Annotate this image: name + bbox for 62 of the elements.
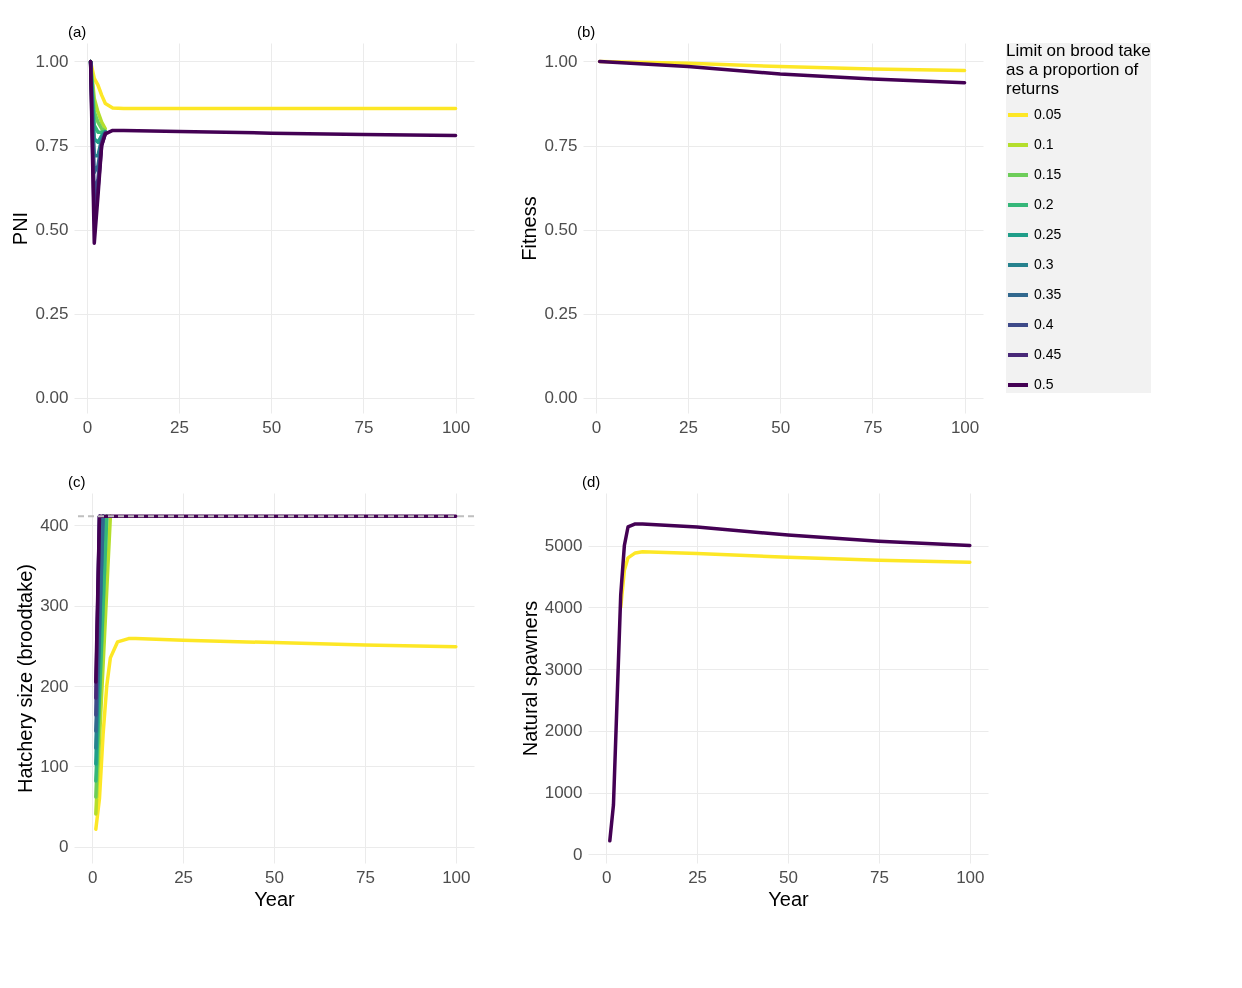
y-tick-label: 400	[40, 515, 69, 535]
y-axis-title: Natural spawners	[518, 600, 541, 757]
y-tick-label: 5000	[544, 536, 583, 555]
y-tick-label: 0	[59, 837, 69, 857]
y-tick-label: 0.00	[35, 388, 69, 408]
x-axis-title: Year	[254, 887, 296, 910]
y-tick-label: 3000	[544, 659, 583, 679]
y-tick-label: 0.50	[544, 220, 578, 240]
x-tick-label: 25	[170, 417, 190, 437]
y-tick-label: 300	[40, 596, 69, 616]
text: (b)	[577, 23, 596, 40]
y-tick-label: 0.00	[544, 388, 578, 408]
x-tick-label: 100	[442, 867, 471, 887]
legend-label: 0.3	[1034, 256, 1054, 272]
x-tick-label: 0	[82, 417, 93, 437]
legend-label: 0.25	[1034, 226, 1062, 242]
y-tick-label: 4000	[544, 597, 583, 617]
x-tick-label: 100	[956, 867, 985, 887]
y-tick-label: 0.50	[35, 220, 69, 240]
legend-label: 0.1	[1034, 136, 1054, 152]
x-tick-label: 50	[265, 867, 284, 887]
x-tick-label: 25	[688, 867, 708, 887]
y-tick-label: 0.25	[35, 304, 69, 324]
x-tick-label: 0	[87, 867, 98, 887]
x-tick-label: 100	[950, 417, 980, 437]
text: (c)	[68, 473, 86, 490]
x-tick-label: 50	[771, 417, 791, 437]
legend-label: 0.05	[1034, 106, 1062, 122]
legend-label: 0.4	[1034, 316, 1054, 332]
y-axis-title: Hatchery size (broodtake)	[14, 564, 37, 793]
y-tick-label: 0.75	[35, 136, 69, 156]
legend-label: 0.2	[1034, 196, 1054, 212]
legend-title: Limit on brood take as a proportion of returns	[1006, 41, 1151, 98]
x-tick-label: 50	[779, 867, 798, 887]
x-tick-label: 50	[262, 417, 282, 437]
x-tick-label: 75	[863, 417, 883, 437]
text: (d)	[582, 473, 601, 490]
x-tick-label: 0	[591, 417, 602, 437]
legend-label: 0.35	[1034, 286, 1062, 302]
y-tick-label: 0.75	[544, 136, 578, 156]
legend-label: 0.15	[1034, 166, 1062, 182]
y-tick-label: 1.00	[35, 52, 69, 71]
y-tick-label: 1000	[544, 783, 583, 803]
y-tick-label: 2000	[544, 721, 583, 741]
y-axis-title: Fitness	[518, 196, 541, 261]
x-tick-label: 0	[601, 867, 612, 887]
text: (a)	[68, 23, 87, 40]
x-tick-label: 75	[355, 867, 375, 887]
x-axis-title: Year	[768, 887, 810, 910]
x-tick-label: 75	[354, 417, 374, 437]
x-tick-label: 25	[679, 417, 699, 437]
x-tick-label: 25	[174, 867, 194, 887]
y-axis-title: PNI	[9, 211, 32, 246]
x-tick-label: 100	[441, 417, 471, 437]
y-tick-label: 100	[40, 756, 69, 776]
y-tick-label: 0.25	[544, 304, 578, 324]
y-tick-label: 200	[40, 676, 69, 696]
y-tick-label: 1.00	[544, 52, 578, 71]
legend-label: 0.5	[1034, 376, 1054, 392]
y-tick-label: 0	[573, 844, 583, 864]
legend-label: 0.45	[1034, 346, 1062, 362]
x-tick-label: 75	[869, 867, 889, 887]
